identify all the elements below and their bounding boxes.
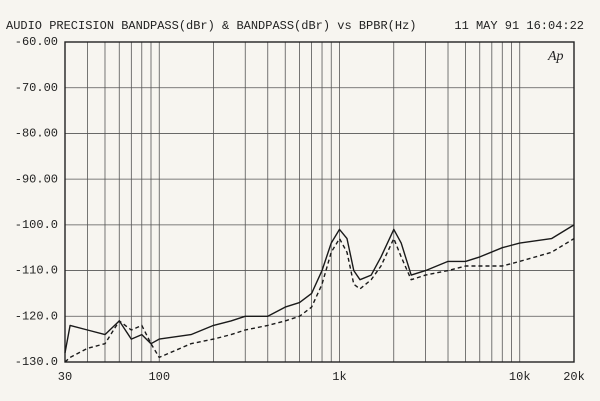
x-tick-label: 10k <box>509 370 531 384</box>
x-tick-label: 1k <box>332 370 346 384</box>
x-tick-label: 100 <box>148 370 170 384</box>
y-tick-label: -80.00 <box>15 127 58 141</box>
series-line <box>64 237 575 363</box>
y-tick-label: -130.0 <box>15 355 58 369</box>
plot-frame <box>64 41 575 363</box>
x-tick-label: 20k <box>563 370 585 384</box>
y-tick-label: -90.00 <box>15 172 58 186</box>
y-tick-label: -60.00 <box>15 35 58 49</box>
y-tick-label: -120.0 <box>15 309 58 323</box>
timestamp: 11 MAY 91 16:04:22 <box>454 19 584 33</box>
chart-title: AUDIO PRECISION BANDPASS(dBr) & BANDPASS… <box>6 19 416 33</box>
x-tick-label: 30 <box>58 370 72 384</box>
series-line <box>64 224 575 354</box>
logo: Ap <box>547 49 564 64</box>
y-tick-label: -70.00 <box>15 81 58 95</box>
y-tick-label: -110.0 <box>15 264 58 278</box>
y-tick-label: -100.0 <box>15 218 58 232</box>
